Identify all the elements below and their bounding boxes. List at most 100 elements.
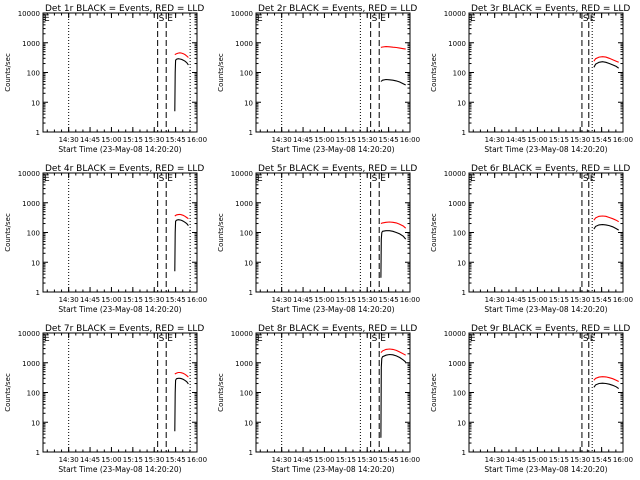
x-tick-label: 15:15 xyxy=(336,456,356,464)
lld-series-line xyxy=(380,46,406,50)
flag-label-e: E xyxy=(44,334,50,344)
flag-label-s: S xyxy=(583,334,589,344)
y-tick-label: 10 xyxy=(457,99,466,107)
lld-series-line xyxy=(174,371,189,378)
plot-frame xyxy=(42,172,198,293)
y-axis-label: Counts/sec xyxy=(217,373,225,412)
x-axis-label: Start Time (23-May-08 14:20:20) xyxy=(271,145,394,154)
y-tick-label: 10 xyxy=(457,419,466,427)
x-tick-label: 15:00 xyxy=(527,136,547,144)
events-series-line xyxy=(174,58,189,112)
lld-series-line xyxy=(380,221,407,229)
x-tick-label: 15:00 xyxy=(527,456,547,464)
x-tick-label: 15:45 xyxy=(166,296,186,304)
y-tick-label: 1000 xyxy=(448,200,466,208)
x-tick-label: 16:00 xyxy=(613,136,633,144)
x-tick-label: 15:15 xyxy=(123,456,143,464)
flag-label-e: E xyxy=(257,14,263,24)
x-tick-label: 15:15 xyxy=(549,296,569,304)
events-series-line xyxy=(593,61,620,69)
y-tick-label: 1000 xyxy=(235,360,253,368)
x-tick-label: 15:30 xyxy=(570,296,590,304)
y-axis-label: Counts/sec xyxy=(4,53,12,92)
flag-label-s: S xyxy=(583,14,589,24)
events-series-line xyxy=(593,382,620,390)
flag-label-s: S xyxy=(372,334,378,344)
y-axis-label: Counts/sec xyxy=(217,213,225,252)
x-tick-label: 15:15 xyxy=(123,136,143,144)
events-series-line xyxy=(380,78,406,86)
y-tick-label: 100 xyxy=(27,70,40,78)
x-tick-label: 15:30 xyxy=(357,456,377,464)
x-axis-label: Start Time (23-May-08 14:20:20) xyxy=(271,465,394,474)
plot-title: Det 3r BLACK = Events, RED = LLD xyxy=(471,4,630,14)
x-axis-label: Start Time (23-May-08 14:20:20) xyxy=(484,465,607,474)
y-tick-label: 100 xyxy=(240,390,253,398)
y-tick-label: 10000 xyxy=(444,330,466,338)
y-tick-label: 1000 xyxy=(448,40,466,48)
y-tick-label: 100 xyxy=(453,70,466,78)
x-tick-label: 15:30 xyxy=(570,136,590,144)
x-tick-label: 14:30 xyxy=(272,296,292,304)
plot-title: Det 5r BLACK = Events, RED = LLD xyxy=(258,164,417,174)
y-axis-label: Counts/sec xyxy=(430,213,438,252)
x-tick-label: 15:45 xyxy=(379,456,399,464)
x-axis-label: Start Time (23-May-08 14:20:20) xyxy=(58,305,181,314)
plot-frame xyxy=(255,172,411,293)
flag-label-e: E xyxy=(380,14,386,24)
x-tick-label: 15:00 xyxy=(101,136,121,144)
x-tick-label: 15:00 xyxy=(101,296,121,304)
y-tick-label: 100 xyxy=(27,230,40,238)
y-tick-label: 10 xyxy=(31,99,40,107)
flag-label-e: E xyxy=(257,334,263,344)
detector-panel-6: Det 6r BLACK = Events, RED = LLD 1 10 100 10… xyxy=(430,164,633,314)
y-tick-label: 1 xyxy=(462,449,466,457)
y-tick-label: 1 xyxy=(36,449,40,457)
flag-label-e: E xyxy=(167,14,173,24)
y-tick-label: 10 xyxy=(244,419,253,427)
x-tick-label: 15:15 xyxy=(123,296,143,304)
detector-panel-3: Det 3r BLACK = Events, RED = LLD 1 10 100 10… xyxy=(430,4,633,154)
x-tick-label: 14:30 xyxy=(59,136,79,144)
y-tick-label: 10000 xyxy=(231,10,253,18)
x-tick-label: 15:45 xyxy=(379,296,399,304)
events-series-line xyxy=(380,230,407,278)
flag-label-e: E xyxy=(590,174,596,184)
x-tick-label: 14:30 xyxy=(485,136,505,144)
y-tick-label: 1000 xyxy=(22,40,40,48)
x-tick-label: 16:00 xyxy=(187,456,207,464)
plot-title: Det 7r BLACK = Events, RED = LLD xyxy=(45,324,204,334)
y-tick-label: 1 xyxy=(462,129,466,137)
x-tick-label: 14:45 xyxy=(506,136,526,144)
x-tick-label: 15:00 xyxy=(314,456,334,464)
events-series-line xyxy=(174,219,189,272)
x-axis-label: Start Time (23-May-08 14:20:20) xyxy=(58,465,181,474)
flag-label-e: E xyxy=(167,334,173,344)
y-tick-label: 1 xyxy=(462,289,466,297)
y-tick-label: 1 xyxy=(36,289,40,297)
lld-series-line xyxy=(593,215,619,223)
x-tick-label: 15:00 xyxy=(101,456,121,464)
y-tick-label: 10000 xyxy=(444,10,466,18)
y-axis-label: Counts/sec xyxy=(430,53,438,92)
x-tick-label: 15:00 xyxy=(314,136,334,144)
y-tick-label: 100 xyxy=(240,70,253,78)
y-tick-label: 10000 xyxy=(231,170,253,178)
x-tick-label: 16:00 xyxy=(400,456,420,464)
y-tick-label: 10000 xyxy=(18,10,40,18)
y-axis-label: Counts/sec xyxy=(430,373,438,412)
y-tick-label: 10 xyxy=(31,419,40,427)
x-tick-label: 15:15 xyxy=(336,136,356,144)
x-tick-label: 14:45 xyxy=(506,296,526,304)
y-tick-label: 10 xyxy=(31,259,40,267)
plot-frame xyxy=(42,12,198,133)
flag-label-s: S xyxy=(159,334,165,344)
detector-panel-7: Det 7r BLACK = Events, RED = LLD 1 10 100 10… xyxy=(4,324,207,474)
x-tick-label: 15:45 xyxy=(166,136,186,144)
flag-label-e: E xyxy=(257,174,263,184)
flag-label-e: E xyxy=(590,14,596,24)
detector-panel-4: Det 4r BLACK = Events, RED = LLD 1 10 100 10… xyxy=(4,164,207,314)
x-tick-label: 15:45 xyxy=(379,136,399,144)
x-tick-label: 15:30 xyxy=(144,456,164,464)
x-tick-label: 15:30 xyxy=(357,296,377,304)
